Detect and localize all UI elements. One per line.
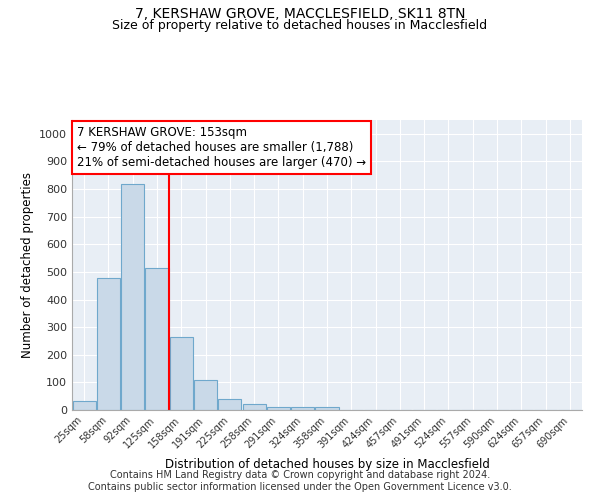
Bar	[291, 407, 314, 410]
Bar	[73, 401, 95, 410]
Text: Contains HM Land Registry data © Crown copyright and database right 2024.: Contains HM Land Registry data © Crown c…	[110, 470, 490, 480]
Bar	[194, 380, 217, 410]
Bar	[218, 399, 241, 410]
Text: 7 KERSHAW GROVE: 153sqm
← 79% of detached houses are smaller (1,788)
21% of semi: 7 KERSHAW GROVE: 153sqm ← 79% of detache…	[77, 126, 366, 169]
Bar	[145, 268, 169, 410]
Bar	[121, 184, 144, 410]
Y-axis label: Number of detached properties: Number of detached properties	[20, 172, 34, 358]
Bar	[242, 404, 266, 410]
X-axis label: Distribution of detached houses by size in Macclesfield: Distribution of detached houses by size …	[164, 458, 490, 471]
Text: Contains public sector information licensed under the Open Government Licence v3: Contains public sector information licen…	[88, 482, 512, 492]
Text: 7, KERSHAW GROVE, MACCLESFIELD, SK11 8TN: 7, KERSHAW GROVE, MACCLESFIELD, SK11 8TN	[135, 8, 465, 22]
Bar	[170, 337, 193, 410]
Bar	[316, 407, 338, 410]
Bar	[97, 278, 120, 410]
Bar	[267, 406, 290, 410]
Text: Size of property relative to detached houses in Macclesfield: Size of property relative to detached ho…	[112, 18, 488, 32]
